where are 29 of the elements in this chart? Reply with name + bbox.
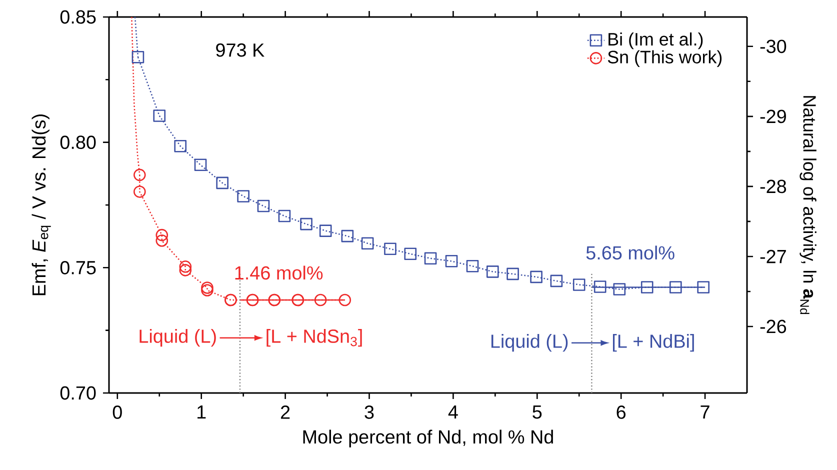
x-tick-label: 7 xyxy=(700,406,710,419)
x-tick-label: 4 xyxy=(448,406,458,419)
annotation: [L + NdSn$_{3}$] xyxy=(266,329,362,347)
x-tick-label: 1 xyxy=(198,406,206,419)
y-axis-title: Emf, E$_{eq}$ / V vs. Nd(s) xyxy=(32,114,51,296)
y2-axis-title: Natural log of activity, ln a$_{Nd}$ xyxy=(800,96,816,314)
y2-tick-label: -26 xyxy=(760,320,786,334)
annotation: 1.46 mol% xyxy=(235,266,323,280)
annotation: 5.65 mol% xyxy=(586,246,674,260)
legend-label: Bi (Im et al.) xyxy=(608,32,703,50)
annotation: [L + NdBi] xyxy=(612,334,694,352)
y2-tick-label: -27 xyxy=(760,250,786,264)
x-axis-title: Mole percent of Nd, mol % Nd xyxy=(303,430,553,448)
annotation: Liquid (L) xyxy=(140,329,216,347)
annotation: Liquid (L) xyxy=(491,334,568,352)
y-tick-label: 0.85 xyxy=(60,10,96,24)
x-tick-label: 5 xyxy=(532,406,542,419)
legend-label: Sn (This work) xyxy=(608,50,722,67)
y-tick-label: 0.75 xyxy=(60,260,96,274)
x-tick-label: 2 xyxy=(280,406,290,419)
annotation: 973 K xyxy=(216,43,264,57)
y2-tick-label: -28 xyxy=(760,180,786,194)
x-tick-label: 3 xyxy=(364,406,374,419)
x-tick-label: 0 xyxy=(112,406,122,419)
y-tick-label: 0.70 xyxy=(60,386,96,400)
y-tick-label: 0.80 xyxy=(60,136,96,150)
y2-tick-label: -30 xyxy=(760,40,786,54)
x-tick-label: 6 xyxy=(616,406,626,419)
y2-tick-label: -29 xyxy=(760,110,786,124)
